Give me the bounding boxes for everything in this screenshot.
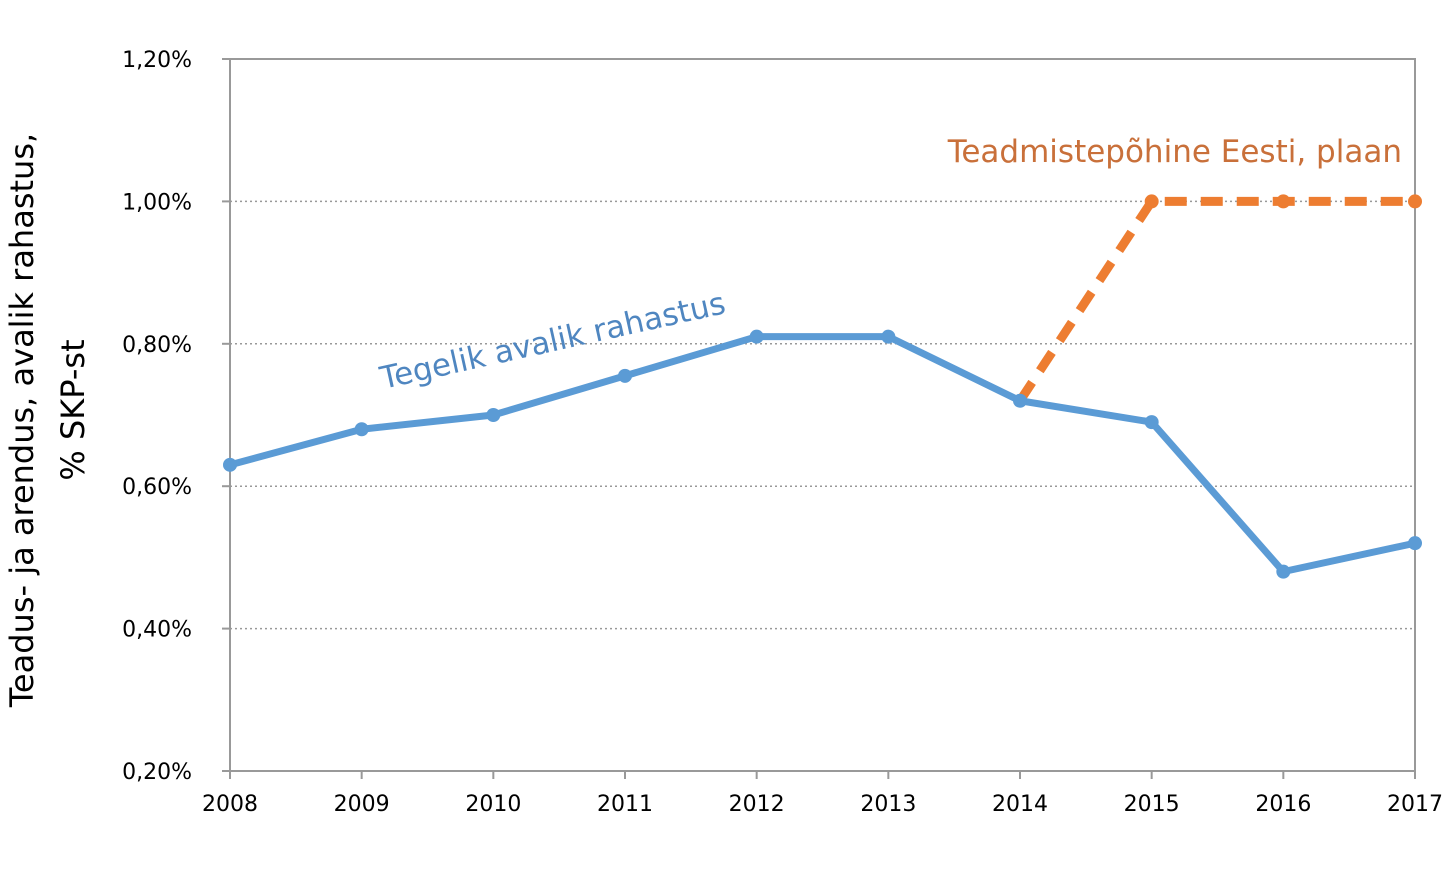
x-tick-label: 2016 bbox=[1255, 792, 1311, 817]
x-tick-label: 2009 bbox=[334, 792, 390, 817]
y-axis-label-line2: % SKP-st bbox=[54, 339, 92, 480]
series bbox=[223, 194, 1422, 579]
x-tick-label: 2013 bbox=[860, 792, 916, 817]
y-tick-label: 0,20% bbox=[122, 760, 192, 785]
data-point-0 bbox=[223, 457, 237, 472]
data-point-0 bbox=[1013, 393, 1027, 408]
x-tick-label: 2011 bbox=[597, 792, 653, 817]
gridlines bbox=[230, 200, 1415, 630]
y-tick-label: 0,80% bbox=[122, 333, 192, 358]
plot-border bbox=[229, 58, 1416, 772]
data-point-1 bbox=[1144, 194, 1159, 209]
data-point-0 bbox=[1276, 564, 1291, 579]
data-point-1 bbox=[1276, 194, 1291, 209]
x-tick-label: 2017 bbox=[1387, 792, 1443, 817]
series-label-actual: Tegelik avalik rahastus bbox=[376, 285, 729, 397]
y-tick-label: 1,20% bbox=[122, 48, 192, 73]
data-point-0 bbox=[354, 422, 369, 437]
data-point-0 bbox=[1144, 415, 1159, 430]
x-tick-labels: 2008 2009 2010 2011 2012 2013 2014 2015 2016 2017 bbox=[202, 792, 1443, 817]
x-tick-label: 2008 bbox=[202, 792, 258, 817]
data-point-0 bbox=[749, 329, 764, 344]
y-axis-label-line1: Teadus- ja arendus, avalik rahastus, bbox=[3, 133, 41, 708]
axes bbox=[222, 58, 1416, 779]
y-tick-labels: 0,20% 0,40% 0,60% 0,80% 1,00% 1,20% bbox=[122, 48, 192, 785]
series-line-0 bbox=[229, 333, 1416, 576]
x-tick-label: 2015 bbox=[1124, 792, 1180, 817]
y-tick-label: 0,40% bbox=[122, 618, 192, 643]
data-point-0 bbox=[1408, 536, 1422, 551]
data-point-1 bbox=[1408, 194, 1422, 209]
data-point-0 bbox=[881, 329, 896, 344]
x-tick-label: 2010 bbox=[465, 792, 521, 817]
y-tick-label: 0,60% bbox=[122, 475, 192, 500]
series-label-plan: Teadmistepõhine Eesti, plaan bbox=[947, 134, 1402, 170]
x-tick-label: 2012 bbox=[729, 792, 785, 817]
y-tick-label: 1,00% bbox=[122, 190, 192, 215]
data-point-0 bbox=[618, 368, 632, 383]
series-line-1 bbox=[1016, 196, 1415, 404]
x-tick-label: 2014 bbox=[992, 792, 1048, 817]
data-point-0 bbox=[486, 408, 501, 422]
